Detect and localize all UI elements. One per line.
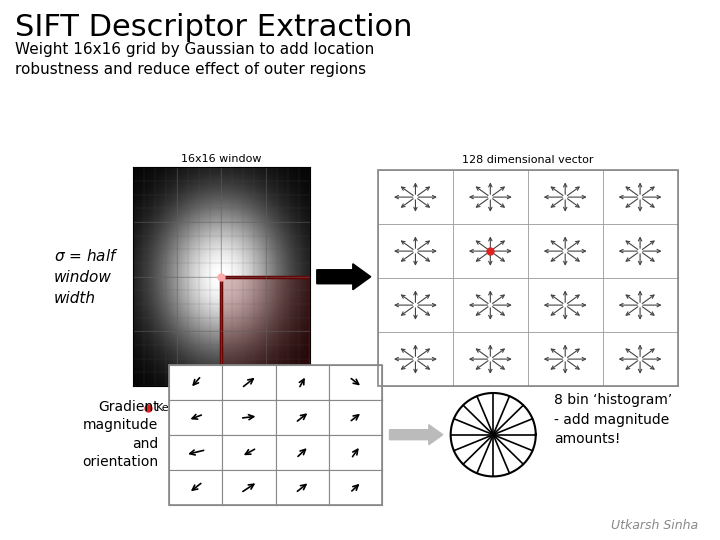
Text: 8 bin ‘histogram’
- add magnitude
amounts!: 8 bin ‘histogram’ - add magnitude amount… (554, 393, 672, 446)
Title: 16x16 window: 16x16 window (181, 154, 261, 164)
Text: Utkarsh Sinha: Utkarsh Sinha (611, 519, 698, 532)
Text: SIFT Descriptor Extraction: SIFT Descriptor Extraction (15, 13, 413, 42)
Text: Keypoint: Keypoint (156, 403, 204, 413)
Text: 128 dimensional vector: 128 dimensional vector (462, 154, 593, 165)
Text: Gradient
magnitude
and
orientation: Gradient magnitude and orientation (82, 400, 158, 469)
FancyArrow shape (317, 264, 371, 290)
Bar (222, 276, 310, 386)
FancyArrow shape (390, 424, 443, 445)
Text: $\sigma$ = half
window
width: $\sigma$ = half window width (54, 248, 119, 306)
Text: Weight 16x16 grid by Gaussian to add location
robustness and reduce effect of ou: Weight 16x16 grid by Gaussian to add loc… (15, 42, 374, 77)
